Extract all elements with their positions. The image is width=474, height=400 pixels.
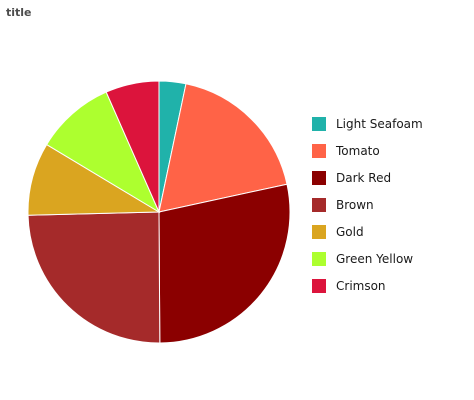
pie-slice-dark-red: [158, 183, 291, 344]
pie-slice-brown: [27, 211, 161, 344]
legend-label-dark-red: Dark Red: [336, 171, 391, 185]
legend-swatch-crimson: [312, 279, 326, 293]
pie-slice-crimson: [105, 80, 160, 213]
legend: Light Seafoam Tomato Dark Red Brown Gold Gree…: [312, 117, 423, 293]
chart-title: title: [6, 6, 32, 19]
legend-swatch-green-yellow: [312, 252, 326, 266]
legend-swatch-dark-red: [312, 171, 326, 185]
legend-label-tomato: Tomato: [335, 144, 380, 158]
legend-label-crimson: Crimson: [336, 279, 386, 293]
legend-label-light-seafoam: Light Seafoam: [336, 117, 423, 131]
pie-slice-green-yellow: [45, 91, 161, 214]
legend-label-gold: Gold: [336, 225, 364, 239]
legend-label-brown: Brown: [336, 198, 374, 212]
pie-slice-tomato: [158, 83, 288, 213]
legend-swatch-tomato: [312, 144, 326, 158]
legend-swatch-gold: [312, 225, 326, 239]
legend-swatch-light-seafoam: [312, 117, 326, 131]
pie-slices: [27, 80, 291, 344]
legend-swatch-brown: [312, 198, 326, 212]
legend-label-green-yellow: Green Yellow: [336, 252, 413, 266]
